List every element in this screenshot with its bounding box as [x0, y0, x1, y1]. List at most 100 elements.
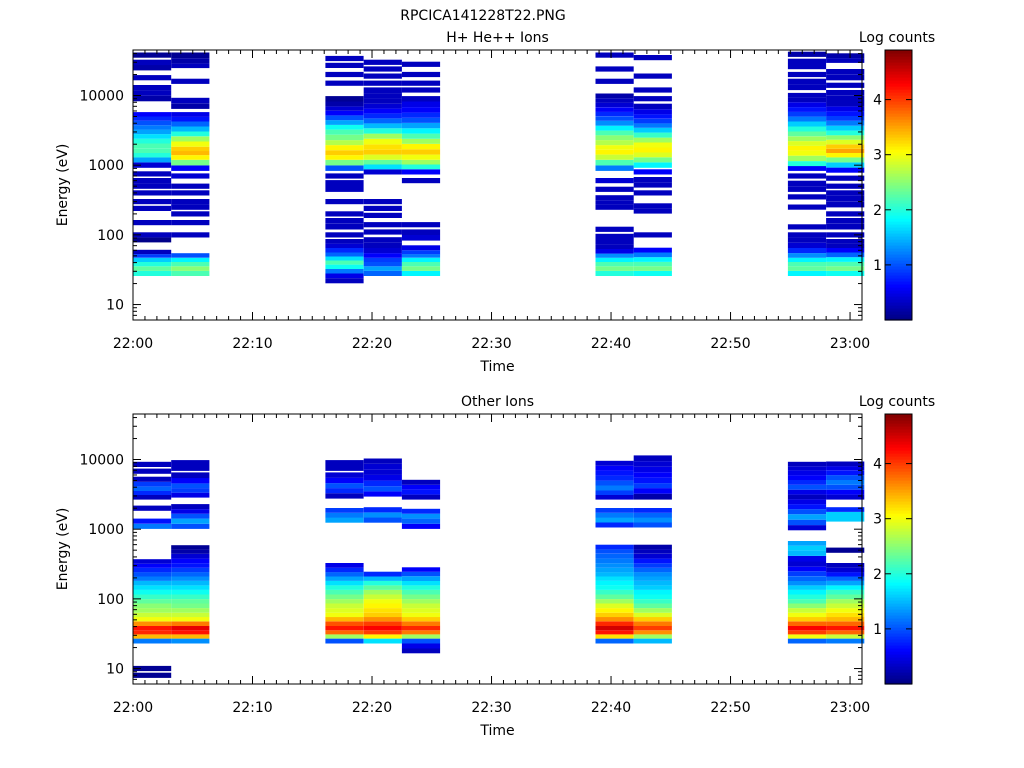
heatmap-cell	[133, 270, 172, 276]
heatmap-cell	[325, 145, 364, 151]
colorbar-segment	[885, 110, 912, 114]
colorbar-segment	[885, 131, 912, 135]
heatmap-cell	[325, 155, 364, 160]
heatmap-cell	[826, 594, 865, 600]
heatmap-cell	[826, 266, 865, 271]
heatmap-cell	[401, 164, 441, 170]
colorbar-segment	[885, 591, 912, 595]
colorbar-segment	[885, 600, 912, 604]
heatmap-cell	[595, 589, 634, 595]
heatmap-cell	[325, 96, 364, 102]
colorbar-segment	[885, 311, 912, 315]
heatmap-cell	[325, 472, 364, 478]
heatmap-cell	[633, 123, 672, 128]
heatmap-cell	[595, 135, 634, 141]
heatmap-cell	[401, 138, 441, 144]
colorbar-segment	[885, 155, 912, 159]
colorbar-segment	[885, 221, 912, 225]
heatmap-cell	[826, 580, 865, 586]
heatmap-cell	[171, 549, 210, 554]
heatmap-cell	[787, 489, 827, 495]
heatmap-cell	[633, 270, 672, 276]
heatmap-cell	[325, 594, 364, 600]
heatmap-cell	[363, 164, 402, 170]
heatmap-cell	[325, 269, 364, 274]
colorbar-segment	[885, 558, 912, 562]
colorbar-frame	[884, 49, 913, 321]
heatmap-cell	[401, 178, 441, 184]
heatmap-cell	[633, 118, 672, 124]
colorbar-segment	[885, 675, 912, 679]
heatmap-cell	[633, 576, 672, 581]
heatmap-cell	[787, 571, 827, 577]
colorbar-segment	[885, 414, 912, 418]
colorbar-segment	[885, 609, 912, 613]
colorbar-segment	[885, 224, 912, 228]
time-column-5	[401, 61, 441, 276]
heatmap-cell	[171, 621, 210, 626]
heatmap-cell	[826, 603, 865, 609]
heatmap-cell	[633, 73, 672, 79]
heatmap-cell	[633, 493, 672, 500]
heatmap-cell	[363, 118, 402, 124]
heatmap-cell	[826, 82, 865, 88]
heatmap-cell	[826, 148, 865, 153]
heatmap-cell	[633, 617, 672, 622]
colorbar-segment	[885, 254, 912, 258]
heatmap-cell	[133, 518, 172, 524]
heatmap-cell	[171, 572, 210, 577]
heatmap-cell	[401, 594, 441, 600]
heatmap-cell	[633, 203, 672, 209]
heatmap-cell	[595, 495, 634, 500]
heatmap-cell	[787, 261, 827, 267]
heatmap-cell	[595, 563, 634, 568]
heatmap-cell	[633, 169, 672, 175]
heatmap-cell	[787, 638, 827, 644]
heatmap-cell	[171, 513, 210, 519]
heatmap-cell	[133, 572, 172, 577]
heatmap-cell	[401, 61, 441, 67]
heatmap-cell	[401, 638, 441, 644]
colorbar-tick-label: 3	[873, 148, 882, 164]
heatmap-cell	[595, 270, 634, 276]
colorbar-segment	[885, 263, 912, 267]
heatmap-cell	[787, 253, 827, 258]
colorbar-label: Log counts	[859, 394, 935, 410]
heatmap-cell	[595, 608, 634, 613]
heatmap-cell	[401, 250, 441, 255]
heatmap-cell	[595, 149, 634, 155]
heatmap-cell	[133, 594, 172, 600]
colorbar-segment	[885, 534, 912, 538]
heatmap-cell	[787, 270, 827, 276]
heatmap-cell	[633, 252, 672, 258]
colorbar-segment	[885, 65, 912, 69]
time-column-1	[133, 461, 172, 678]
colorbar-segment	[885, 453, 912, 457]
colorbar-segment	[885, 248, 912, 252]
heatmap-cell	[826, 162, 865, 168]
heatmap-cell	[325, 517, 364, 523]
x-tick-label: 22:50	[710, 336, 750, 352]
heatmap-cell	[401, 128, 441, 134]
y-tick-label: 1000	[88, 522, 124, 538]
heatmap-cell	[401, 589, 441, 595]
heatmap-cell	[787, 514, 827, 520]
colorbar-segment	[885, 531, 912, 535]
heatmap-cell	[595, 475, 634, 481]
heatmap-cell	[826, 567, 865, 573]
colorbar-segment	[885, 438, 912, 442]
colorbar-segment	[885, 161, 912, 165]
heatmap-cell	[595, 480, 634, 486]
colorbar-segment	[885, 561, 912, 565]
heatmap-cell	[325, 483, 364, 489]
heatmap-cell	[787, 541, 827, 546]
heatmap-cell	[401, 80, 441, 86]
colorbar-segment	[885, 456, 912, 460]
heatmap-cell	[787, 92, 827, 98]
heatmap-cell	[363, 149, 402, 155]
colorbar-segment	[885, 498, 912, 502]
heatmap-cell	[787, 625, 827, 631]
x-axis: 22:00 22:10 22:20 22:30 22:40 22:50 23:00	[113, 414, 870, 716]
colorbar-segment	[885, 302, 912, 306]
colorbar-segment	[885, 98, 912, 102]
